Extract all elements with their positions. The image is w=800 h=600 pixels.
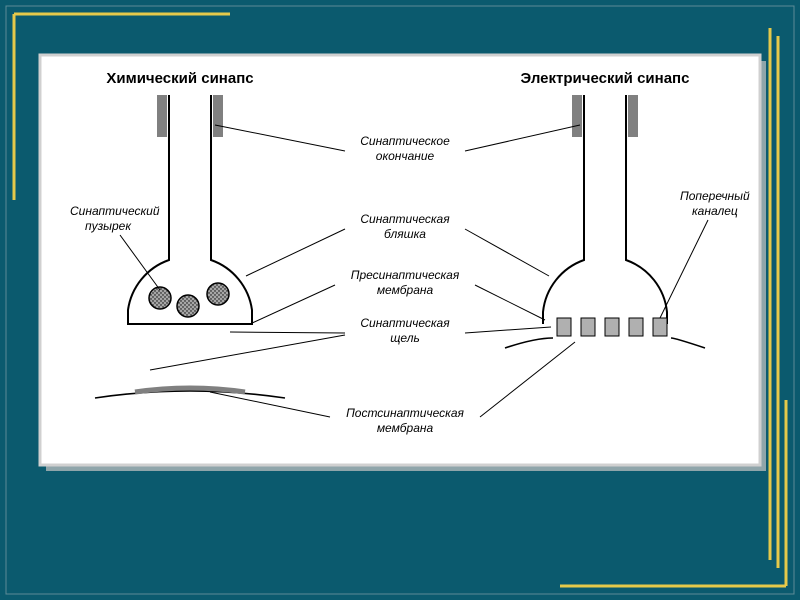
lbl-post-l1: Постсинаптическая bbox=[346, 406, 464, 420]
panel bbox=[40, 55, 760, 465]
membrane-right-a bbox=[572, 95, 582, 137]
stage: Химический синапс Электрический синапс Син… bbox=[0, 0, 800, 600]
lbl-vesicle-1: Синаптический bbox=[70, 204, 160, 218]
channel-1 bbox=[581, 318, 595, 336]
lbl-cleft-l2: щель bbox=[390, 331, 420, 345]
lbl-ending-l1: Синаптическое bbox=[360, 134, 450, 148]
lbl-vesicle-2: пузырек bbox=[85, 219, 132, 233]
vesicle-1 bbox=[177, 295, 199, 317]
channel-0 bbox=[557, 318, 571, 336]
vesicle-2 bbox=[207, 283, 229, 305]
lbl-plaque-l1: Синаптическая bbox=[360, 212, 450, 226]
lbl-post-l2: мембрана bbox=[377, 421, 434, 435]
title-left: Химический синапс bbox=[106, 70, 253, 87]
channel-2 bbox=[605, 318, 619, 336]
membrane-left-a bbox=[157, 95, 167, 137]
lbl-cleft-l1: Синаптическая bbox=[360, 316, 450, 330]
lbl-ending-l2: окончание bbox=[376, 149, 435, 163]
lbl-plaque-l2: бляшка bbox=[384, 227, 426, 241]
lbl-pre-l2: мембрана bbox=[377, 283, 434, 297]
membrane-left-b bbox=[213, 95, 223, 137]
diagram-svg: Химический синапс Электрический синапс Син… bbox=[0, 0, 800, 600]
lbl-channel-2: каналец bbox=[692, 204, 738, 218]
lbl-channel-1: Поперечный bbox=[680, 189, 750, 203]
vesicle-0 bbox=[149, 287, 171, 309]
channel-3 bbox=[629, 318, 643, 336]
membrane-right-b bbox=[628, 95, 638, 137]
channel-4 bbox=[653, 318, 667, 336]
lbl-pre-l1: Пресинаптическая bbox=[351, 268, 460, 282]
title-right: Электрический синапс bbox=[521, 70, 690, 87]
